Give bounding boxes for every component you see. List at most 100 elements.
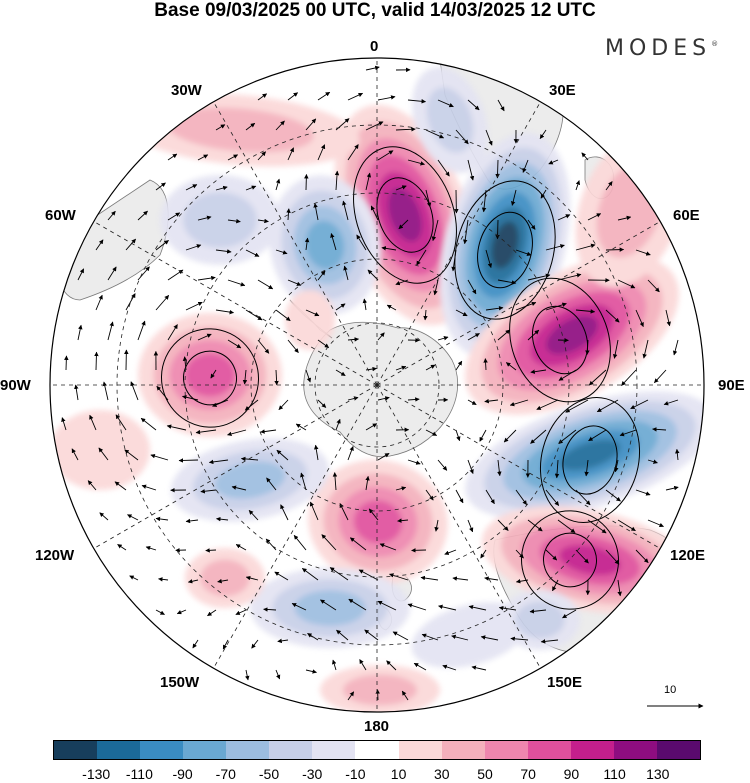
wind-vector — [208, 459, 229, 465]
wind-vector — [485, 305, 504, 311]
wind-vector — [395, 185, 407, 191]
wind-vector — [665, 309, 671, 327]
wind-vector — [471, 665, 487, 671]
wind-vector — [265, 538, 277, 551]
wind-vector — [275, 249, 288, 255]
wind-vector — [497, 329, 511, 341]
wind-vector — [558, 429, 577, 444]
streamline-loop — [353, 146, 457, 284]
wind-vector — [605, 181, 613, 191]
wind-vector — [425, 364, 436, 371]
parallel-circle — [250, 258, 504, 512]
colorbar-swatch — [527, 741, 571, 759]
wind-vector — [61, 417, 67, 431]
parallel-circle — [116, 124, 638, 646]
wind-vector — [280, 504, 289, 521]
wind-vector — [362, 298, 368, 311]
wind-vector — [434, 519, 439, 532]
wind-vector — [293, 534, 307, 551]
wind-vector — [584, 459, 589, 477]
wind-vector — [317, 399, 327, 408]
wind-vector — [425, 429, 438, 436]
wind-vector — [304, 237, 310, 251]
colorbar-tick-label: -10 — [345, 766, 366, 782]
wind-vector — [455, 309, 468, 317]
streamline-loop — [160, 328, 260, 428]
wind-vector — [342, 200, 349, 221]
wind-vector — [227, 339, 242, 349]
wind-vector — [127, 514, 139, 521]
wind-vector — [242, 369, 248, 385]
colorbar-swatch — [140, 741, 184, 759]
wind-vector — [530, 429, 547, 444]
meridian-line — [93, 221, 378, 386]
anomaly-contour — [343, 674, 417, 706]
wind-vector — [349, 537, 367, 551]
wind-vector — [358, 569, 379, 581]
wind-vector — [176, 609, 187, 615]
wind-vector — [407, 99, 426, 104]
wind-vector — [386, 304, 397, 311]
wind-vector — [545, 302, 567, 311]
wind-vector — [235, 609, 247, 615]
wind-vector — [197, 333, 212, 341]
wind-vector — [381, 246, 397, 251]
wind-vector — [245, 669, 250, 681]
map-title: Base 09/03/2025 00 UTC, valid 14/03/2025… — [154, 0, 596, 21]
wind-vector — [335, 369, 346, 377]
streamline-loop — [376, 177, 434, 253]
wind-vector — [107, 321, 114, 341]
wind-vector — [117, 544, 127, 551]
colorbar-tick-label: -110 — [125, 766, 153, 782]
wind-vector — [87, 480, 97, 491]
wind-vector — [155, 609, 165, 615]
wind-vector — [536, 399, 559, 410]
wind-vector — [317, 91, 331, 101]
wind-vector — [150, 453, 169, 461]
wind-vector — [217, 578, 229, 584]
wind-vector — [197, 154, 209, 161]
wind-vector — [257, 279, 274, 290]
wind-vector — [540, 639, 559, 644]
wind-vector — [663, 399, 679, 406]
wind-vector — [485, 129, 493, 146]
wind-vector — [347, 691, 355, 701]
wind-vector — [137, 320, 146, 341]
anomaly-contour — [294, 590, 366, 626]
wind-vector — [437, 336, 449, 341]
wind-vector — [332, 659, 337, 671]
wind-vector — [182, 395, 199, 401]
wind-vector — [332, 472, 338, 491]
wind-vector — [505, 362, 517, 371]
wind-vector — [210, 369, 217, 379]
anomaly-contour — [305, 220, 345, 270]
parallel-circle — [314, 322, 440, 448]
wind-vector — [545, 244, 565, 251]
wind-vector — [347, 92, 364, 101]
wind-vector — [244, 399, 259, 411]
land-shape — [56, 179, 169, 301]
wind-vector — [575, 309, 596, 314]
wind-vector — [207, 609, 217, 617]
wind-vector — [407, 397, 420, 402]
wind-vector — [158, 577, 169, 582]
wind-vector — [455, 360, 463, 371]
wind-vector — [503, 429, 517, 443]
wind-vector — [227, 218, 241, 224]
anomaly-contour — [387, 188, 423, 242]
colorbar — [53, 740, 701, 760]
wind-vector — [215, 124, 226, 131]
wind-vector — [205, 548, 217, 553]
meridian-line — [93, 384, 378, 549]
wind-vector — [377, 95, 396, 101]
wind-vector — [588, 429, 607, 442]
wind-vector — [287, 279, 302, 286]
streamline-loop — [532, 305, 588, 375]
wind-vector — [274, 571, 289, 581]
wind-vector — [485, 489, 495, 505]
label-lon-150w: 150W — [160, 674, 200, 691]
meridian-line — [376, 384, 541, 669]
wind-vector — [215, 185, 228, 191]
wind-vector — [98, 447, 109, 461]
